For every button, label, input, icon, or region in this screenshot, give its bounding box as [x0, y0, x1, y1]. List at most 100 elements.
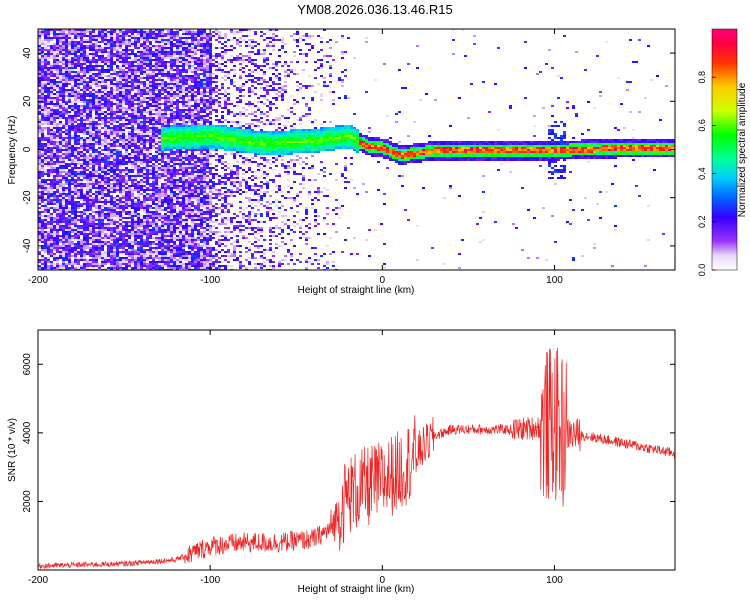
- heatmap-cell: [119, 159, 122, 161]
- heatmap-cell: [143, 29, 146, 31]
- heatmap-cell: [59, 143, 62, 145]
- heatmap-cell: [83, 141, 86, 143]
- heatmap-cell: [170, 35, 173, 37]
- heatmap-cell: [119, 83, 122, 85]
- heatmap-cell: [38, 215, 41, 217]
- heatmap-cell: [104, 129, 107, 131]
- heatmap-cell: [146, 105, 149, 107]
- heatmap-cell: [155, 199, 158, 201]
- heatmap-cell: [68, 75, 71, 77]
- heatmap-cell: [122, 33, 125, 35]
- heatmap-cell: [89, 123, 92, 125]
- heatmap-cell: [119, 179, 122, 181]
- heatmap-cell: [53, 163, 56, 165]
- heatmap-cell: [164, 145, 167, 147]
- heatmap-cell: [143, 145, 146, 147]
- heatmap-cell: [131, 181, 134, 183]
- heatmap-cell: [146, 189, 149, 191]
- heatmap-cell: [173, 107, 176, 109]
- heatmap-cell: [44, 151, 47, 153]
- heatmap-cell: [74, 111, 77, 113]
- heatmap-cell: [65, 123, 68, 125]
- heatmap-cell: [170, 209, 173, 211]
- heatmap-cell: [176, 63, 179, 65]
- heatmap-cell: [143, 61, 146, 63]
- heatmap-cell: [101, 81, 104, 83]
- heatmap-cell: [65, 193, 68, 195]
- heatmap-cell: [95, 83, 98, 85]
- heatmap-cell: [77, 31, 80, 33]
- heatmap-cell: [89, 141, 92, 143]
- heatmap-cell: [77, 33, 80, 35]
- heatmap-cell: [68, 157, 71, 159]
- heatmap-cell: [74, 197, 77, 199]
- heatmap-cell: [155, 261, 158, 263]
- heatmap-cell: [86, 111, 89, 113]
- heatmap-cell: [173, 63, 176, 65]
- heatmap-cell: [146, 57, 149, 59]
- heatmap-cell: [107, 193, 110, 195]
- heatmap-cell: [71, 31, 74, 33]
- heatmap-cell: [77, 203, 80, 205]
- heatmap-cell: [107, 63, 110, 65]
- heatmap-cell: [107, 45, 110, 47]
- heatmap-cell: [44, 97, 47, 99]
- heatmap-cell: [89, 149, 92, 151]
- heatmap-cell: [170, 215, 173, 217]
- heatmap-cell: [89, 145, 92, 147]
- heatmap-cell: [44, 189, 47, 191]
- heatmap-cell: [89, 247, 92, 249]
- heatmap-cell: [44, 249, 47, 251]
- heatmap-cell: [158, 119, 161, 121]
- heatmap-cell: [77, 141, 80, 143]
- heatmap-cell: [86, 127, 89, 129]
- heatmap-cell: [176, 177, 179, 179]
- heatmap-cell: [86, 101, 89, 103]
- heatmap-cell: [56, 85, 59, 87]
- heatmap-cell: [44, 101, 47, 103]
- heatmap-cell: [77, 137, 80, 139]
- heatmap-cell: [62, 117, 65, 119]
- heatmap-cell: [62, 253, 65, 255]
- heatmap-cell: [167, 229, 170, 231]
- heatmap-cell: [53, 29, 56, 31]
- heatmap-cell: [95, 117, 98, 119]
- heatmap-cell: [110, 83, 113, 85]
- heatmap-cell: [116, 253, 119, 255]
- heatmap-cell: [38, 229, 41, 231]
- heatmap-cell: [89, 135, 92, 137]
- heatmap-cell: [119, 37, 122, 39]
- heatmap-cell: [71, 241, 74, 243]
- heatmap-cell: [47, 237, 50, 239]
- heatmap-cell: [41, 199, 44, 201]
- heatmap-cell: [71, 65, 74, 67]
- heatmap-cell: [101, 73, 104, 75]
- heatmap-cell: [134, 209, 137, 211]
- heatmap-cell: [125, 193, 128, 195]
- heatmap-cell: [47, 133, 50, 135]
- heatmap-cell: [131, 203, 134, 205]
- heatmap-cell: [131, 195, 134, 197]
- heatmap-cell: [158, 31, 161, 33]
- heatmap-cell: [59, 169, 62, 171]
- heatmap-cell: [89, 253, 92, 255]
- heatmap-cell: [146, 241, 149, 243]
- heatmap-cell: [122, 71, 125, 73]
- heatmap-cell: [89, 39, 92, 41]
- heatmap-cell: [128, 95, 131, 97]
- heatmap-cell: [170, 111, 173, 113]
- heatmap-cell: [122, 41, 125, 43]
- heatmap-cell: [53, 157, 56, 159]
- heatmap-cell: [146, 63, 149, 65]
- heatmap-cell: [44, 135, 47, 137]
- heatmap-cell: [146, 103, 149, 105]
- heatmap-cell: [167, 251, 170, 253]
- heatmap-cell: [83, 129, 86, 131]
- heatmap-cell: [119, 127, 122, 129]
- heatmap-cell: [71, 247, 74, 249]
- heatmap-cell: [128, 159, 131, 161]
- heatmap-cell: [149, 31, 152, 33]
- heatmap-cell: [161, 49, 164, 51]
- heatmap-cell: [155, 49, 158, 51]
- heatmap-cell: [122, 89, 125, 91]
